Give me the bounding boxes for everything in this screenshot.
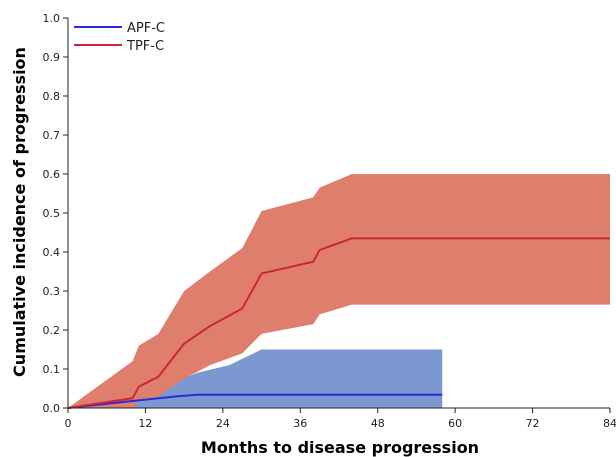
- y-ticks: 0.0 0.1 0.2 0.3 0.4 0.5 0.6 0.7 0.8 0.9 1.0: [43, 12, 68, 415]
- y-tick-label: 0.0: [43, 402, 61, 415]
- y-tick-label: 0.7: [43, 129, 61, 142]
- x-ticks: 0 12 24 36 48 60 72 84: [65, 408, 616, 430]
- y-axis-title: Cumulative incidence of progression: [10, 47, 29, 377]
- y-tick-label: 1.0: [43, 12, 61, 25]
- tpf-c-legend-label: TPF-C: [126, 39, 164, 54]
- y-tick-label: 0.9: [43, 51, 61, 64]
- x-tick-label: 0: [65, 417, 72, 430]
- series-lines: [67, 237, 610, 409]
- y-tick-label: 0.4: [43, 246, 61, 259]
- y-tick-label: 0.3: [43, 285, 61, 298]
- legend: APF-C TPF-C: [74, 21, 165, 54]
- y-tick-label: 0.1: [43, 363, 61, 376]
- apf-c-line: [67, 393, 443, 409]
- x-tick-label: 36: [293, 417, 307, 430]
- y-tick-label: 0.8: [43, 90, 61, 103]
- confidence-bands: [68, 174, 610, 408]
- x-tick-label: 12: [138, 417, 152, 430]
- x-tick-label: 72: [526, 417, 540, 430]
- y-tick-label: 0.2: [43, 324, 61, 337]
- x-tick-label: 48: [371, 417, 385, 430]
- x-tick-label: 84: [603, 417, 616, 430]
- tpf-c-confidence-band: [68, 174, 610, 408]
- x-axis-title: Months to disease progression: [201, 438, 479, 457]
- x-tick-label: 24: [216, 417, 230, 430]
- tpf-c-line: [67, 237, 610, 409]
- x-tick-label: 60: [448, 417, 462, 430]
- y-tick-label: 0.6: [43, 168, 61, 181]
- y-tick-label: 0.5: [43, 207, 61, 220]
- apf-c-legend-label: APF-C: [127, 21, 165, 36]
